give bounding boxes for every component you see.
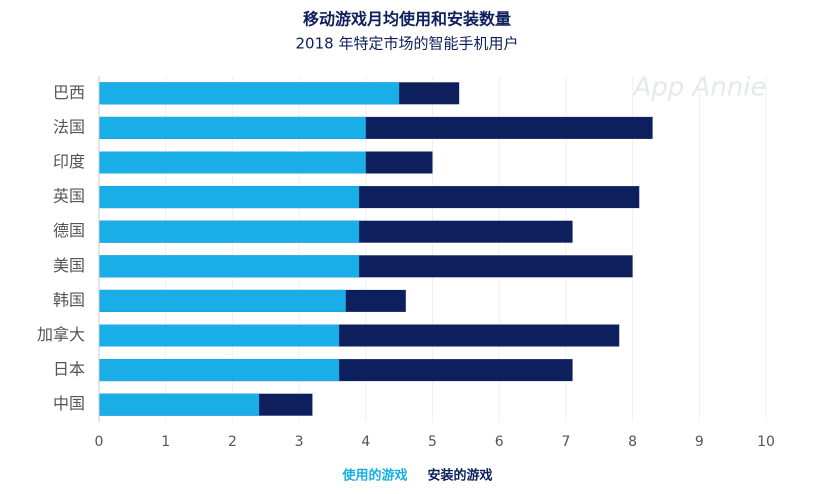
x-tick-label: 6	[495, 434, 504, 450]
x-tick-label: 4	[361, 434, 370, 450]
x-tick-label: 1	[161, 434, 170, 450]
x-tick-label: 9	[695, 434, 704, 450]
bar	[99, 255, 360, 278]
y-tick-label: 加拿大	[37, 325, 85, 344]
chart-subtitle: 2018 年特定市场的智能手机用户	[296, 35, 519, 53]
bar	[99, 82, 400, 105]
bar	[99, 151, 366, 174]
x-tick-label: 10	[757, 434, 775, 450]
y-tick-label: 韩国	[53, 290, 85, 309]
bar	[99, 186, 360, 209]
bar	[99, 116, 366, 139]
x-tick-label: 0	[95, 434, 104, 450]
bar	[99, 393, 260, 416]
y-tick-label: 英国	[53, 187, 85, 206]
y-tick-label: 日本	[53, 360, 85, 379]
legend-label: 安装的游戏	[427, 468, 492, 484]
x-tick-label: 2	[228, 434, 237, 450]
chart-title: 移动游戏月均使用和安装数量	[303, 10, 511, 29]
y-tick-label: 中国	[53, 394, 85, 413]
bar	[99, 359, 340, 382]
bar	[99, 324, 340, 347]
bar	[99, 220, 360, 243]
y-tick-label: 印度	[53, 152, 85, 171]
y-tick-label: 德国	[53, 221, 85, 240]
x-tick-label: 8	[628, 434, 637, 450]
x-tick-label: 7	[561, 434, 570, 450]
x-tick-label: 5	[428, 434, 437, 450]
legend-label: 使用的游戏	[341, 468, 407, 484]
y-tick-label: 美国	[53, 256, 85, 275]
y-tick-label: 巴西	[53, 83, 85, 102]
bar	[99, 289, 346, 312]
x-tick-label: 3	[295, 434, 304, 450]
y-tick-label: 法国	[53, 117, 85, 136]
